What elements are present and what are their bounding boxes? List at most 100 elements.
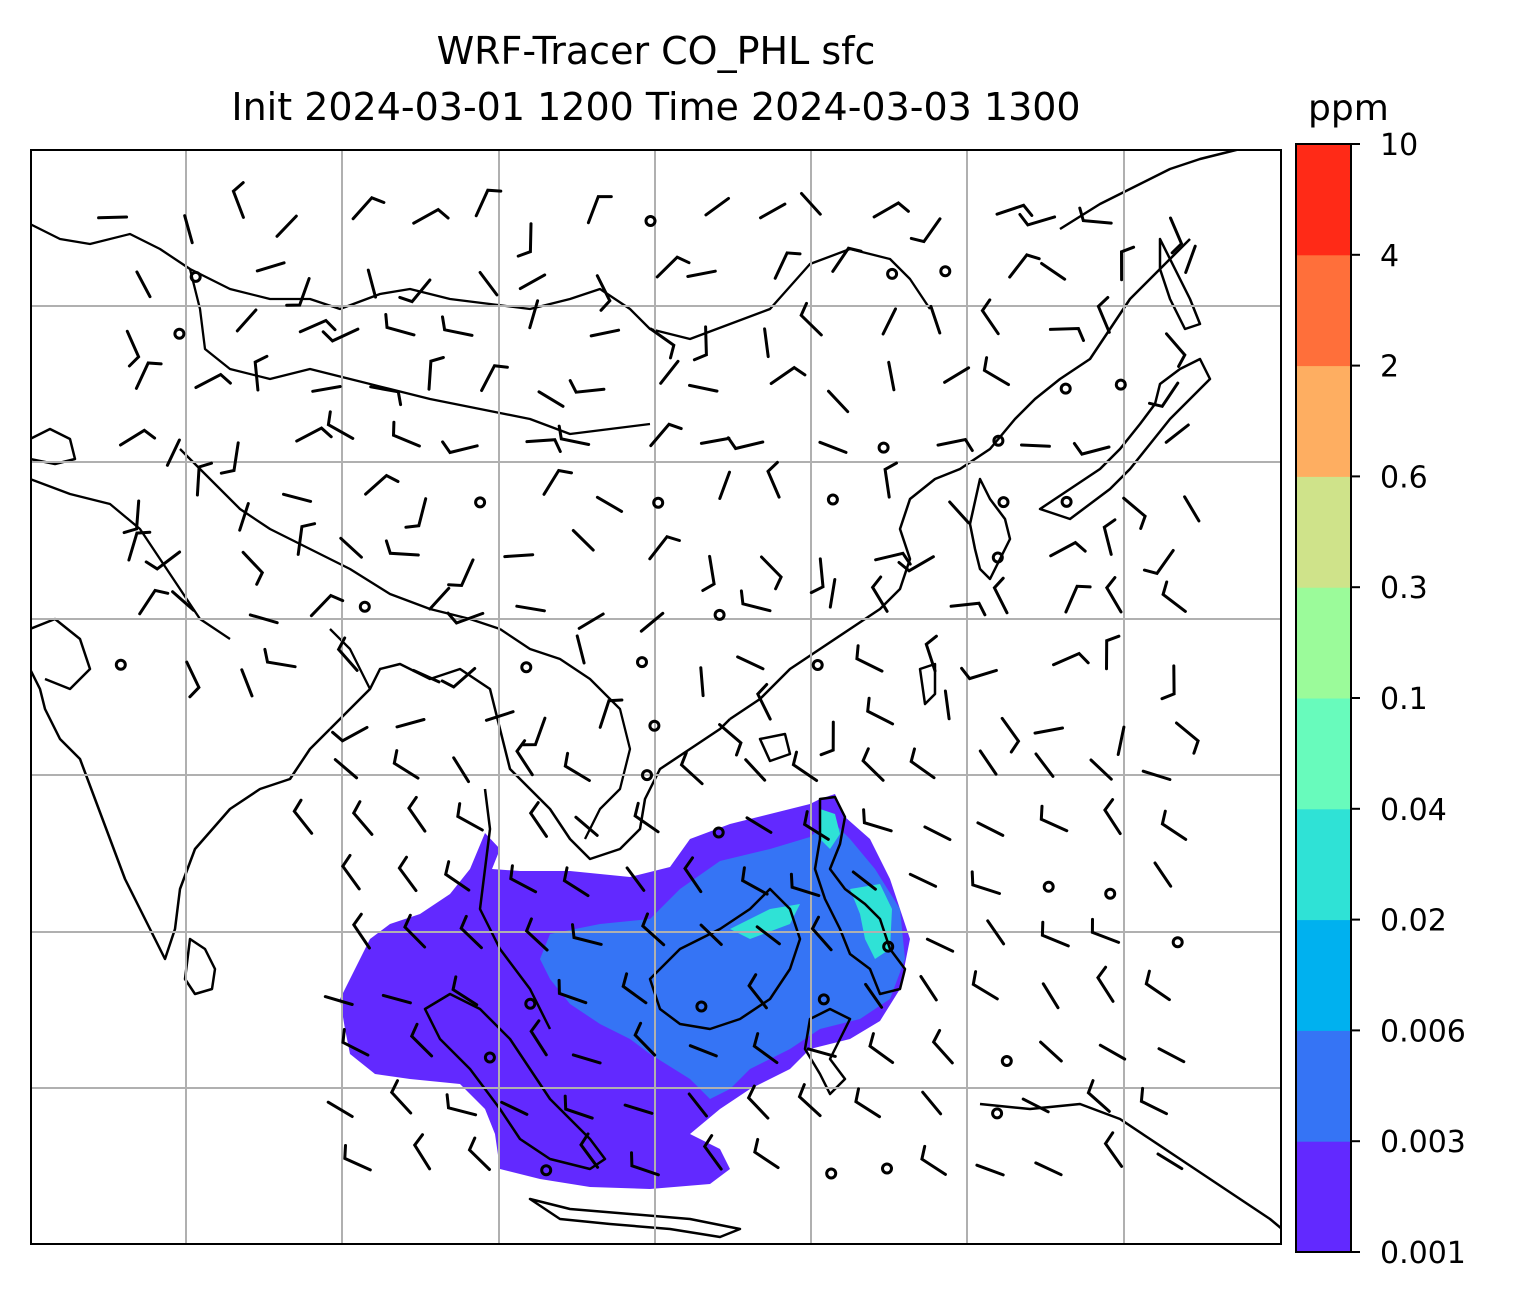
- wind-barb: [323, 995, 354, 1006]
- wind-barb: [971, 970, 999, 1001]
- wind-barb: [861, 747, 885, 782]
- wind-barb: [828, 578, 837, 609]
- calm-wind-marker: [1114, 378, 1127, 391]
- wind-barb: [595, 495, 624, 513]
- wind-barb: [528, 801, 548, 838]
- wind-barb: [1183, 495, 1201, 523]
- wind-barb: [699, 923, 723, 946]
- wind-barb: [929, 304, 942, 335]
- wind-barb: [683, 856, 703, 894]
- calm-wind-marker: [712, 826, 725, 839]
- calm-wind-marker: [524, 997, 537, 1010]
- wind-barb: [518, 273, 547, 291]
- border-indochina: [499, 628, 632, 840]
- wind-barb: [739, 589, 772, 613]
- wind-barb: [238, 502, 250, 532]
- wind-barb: [1161, 580, 1187, 613]
- calm-wind-marker: [992, 434, 1005, 447]
- map-title-line1: WRF-Tracer CO_PHL sfc: [436, 29, 876, 73]
- wind-barb: [529, 1019, 548, 1057]
- colorbar-segment: [1296, 254, 1351, 367]
- colorbar-segment: [1296, 587, 1351, 699]
- wind-barb: [1116, 725, 1126, 756]
- wind-barb: [125, 329, 141, 368]
- wind-barb: [119, 428, 157, 447]
- wind-barb: [699, 666, 705, 698]
- wind-barb: [369, 385, 403, 407]
- wind-barb: [135, 270, 152, 299]
- wind-barb: [1103, 798, 1122, 836]
- wind-barb: [1020, 443, 1051, 448]
- wind-barb: [474, 188, 503, 218]
- wind-barb: [241, 550, 265, 586]
- wind-barb: [1034, 1161, 1063, 1177]
- wind-barb: [1096, 965, 1115, 1003]
- wind-barb: [744, 758, 767, 782]
- colorbar-segment: [1296, 1030, 1351, 1142]
- wind-barb: [183, 214, 194, 245]
- wind-barb: [887, 360, 896, 392]
- wind-barb: [752, 1032, 779, 1065]
- coast-hainan: [758, 732, 792, 763]
- calm-wind-marker: [1000, 1055, 1013, 1067]
- wind-barb: [595, 274, 612, 312]
- colorbar-segment: [1296, 808, 1351, 921]
- calm-wind-marker: [991, 551, 1004, 564]
- wind-barb: [982, 356, 1010, 387]
- wind-barb: [575, 634, 586, 665]
- wind-barb: [528, 299, 540, 330]
- wind-barb: [1089, 758, 1113, 781]
- wind-barb: [1034, 752, 1055, 778]
- calm-wind-marker: [358, 600, 371, 613]
- wind-barb: [975, 1163, 1005, 1177]
- border-india-bangladesh: [329, 628, 372, 690]
- calm-wind-marker: [540, 1164, 553, 1177]
- wind-barb: [908, 872, 938, 888]
- wind-barb: [571, 923, 603, 946]
- colorbar-tick-label: 4: [1380, 239, 1399, 274]
- wind-barb: [1086, 1079, 1111, 1113]
- wind-barb: [574, 815, 599, 837]
- wind-barb: [366, 268, 377, 299]
- wind-barb: [441, 440, 479, 455]
- wind-barb: [557, 424, 591, 446]
- wind-barb: [404, 497, 428, 529]
- colorbar-segment: [1296, 365, 1351, 477]
- coast-persian-gulf: [30, 617, 92, 691]
- wind-barb: [655, 255, 691, 279]
- calm-wind-marker: [636, 656, 648, 669]
- colorbar-segment: [1296, 919, 1351, 1031]
- wind-barb: [384, 539, 420, 557]
- wind-barb: [1104, 576, 1123, 614]
- wind-barb: [687, 1092, 708, 1118]
- calm-wind-marker: [817, 993, 830, 1006]
- wind-barb: [563, 751, 591, 782]
- wind-barb: [298, 318, 337, 334]
- wind-barb: [854, 1087, 881, 1119]
- wind-barb: [255, 261, 286, 273]
- colorbar-segment: [1296, 698, 1351, 810]
- wind-barb: [740, 866, 769, 896]
- wind-barb: [351, 800, 374, 836]
- wind-barb: [484, 710, 515, 722]
- wind-barb: [571, 1053, 602, 1065]
- wind-barb: [428, 586, 451, 611]
- wind-barb: [623, 1103, 654, 1115]
- wind-barb: [563, 1094, 594, 1120]
- wind-barb: [799, 301, 823, 337]
- wind-barb: [537, 390, 565, 408]
- wind-barb: [235, 308, 258, 333]
- wind-barb: [948, 500, 970, 525]
- coast-newguinea: [979, 1102, 1282, 1230]
- border-china-central-asia: [188, 268, 651, 436]
- wind-barb: [1048, 326, 1085, 342]
- colorbar-tick-label: 0.3: [1380, 571, 1428, 606]
- wind-barb: [686, 269, 717, 278]
- wind-barb: [704, 196, 730, 217]
- wind-barb: [144, 550, 182, 571]
- wind-barb: [625, 866, 646, 892]
- colorbar-segments: [1296, 144, 1351, 1253]
- wind-barb: [341, 1028, 370, 1057]
- wind-barb: [282, 492, 313, 503]
- wind-barb: [800, 192, 822, 216]
